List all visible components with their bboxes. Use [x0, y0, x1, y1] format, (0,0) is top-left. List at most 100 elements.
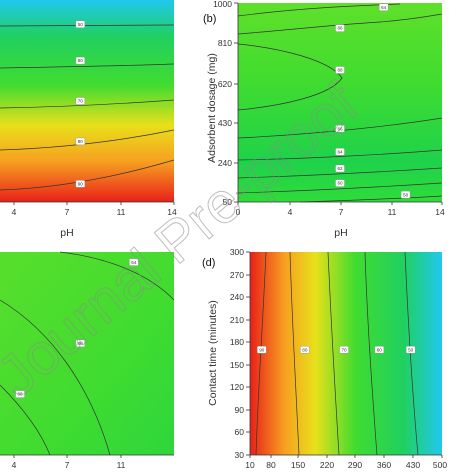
- panel-a-contour-90: [0, 159, 175, 191]
- panel-b-contour-60: [237, 182, 443, 194]
- panel-d-contour-label: 80: [300, 346, 310, 354]
- panel-d-contour-label-text: 80: [302, 347, 308, 352]
- panel-a: 50 60 70 80 90 4 7 11 14 pH: [0, 0, 177, 239]
- panel-b-x-axis: 0 4 7 11 14 pH: [236, 201, 445, 239]
- panel-d-contour-label-box: [374, 346, 385, 354]
- panel-a-contour-label-text: 60: [78, 58, 84, 63]
- panel-a-contour-label: 60: [75, 56, 86, 65]
- panel-b-contour-label-box: [335, 24, 345, 32]
- panel-b-ytick-label: 50: [223, 197, 233, 207]
- panel-b-contour-label: 62: [335, 164, 345, 173]
- panel-b-xtick-label: 14: [435, 207, 445, 217]
- panel-a-contour-label-box: [75, 56, 86, 65]
- panel-b-contour-label: 66: [335, 124, 345, 133]
- panel-c: 64 66 68 4 7 11: [0, 251, 175, 470]
- panel-b-contour-label-box: [335, 179, 345, 187]
- panel-b-contour-label-text: 66: [337, 126, 343, 131]
- panel-b-xtick-label: 11: [388, 207, 397, 217]
- panel-b-y-axis-title: Adsorbent dosage (mg): [206, 53, 218, 163]
- panel-b-contour-label-box: [335, 124, 345, 133]
- panel-a-contour-label-box: [75, 97, 86, 105]
- panel-c-contours: [0, 251, 175, 456]
- panel-a-xtick-label: 4: [12, 207, 17, 217]
- panel-b-xtick-label: 0: [236, 207, 241, 217]
- panel-a-contour-70: [0, 99, 175, 109]
- panel-b-contour-labels: 64 66 68 66 64 62 60 58: [335, 3, 411, 199]
- panel-b-contour-label-box: [379, 3, 389, 11]
- panel-b-ytick-label: 1000: [213, 0, 232, 9]
- panel-d-contour-label-text: 50: [408, 347, 414, 352]
- panel-d-xtick-label: 430: [406, 460, 420, 470]
- panel-d-xtick-label: 10: [245, 460, 255, 470]
- panel-c-contour-label-text: 64: [131, 260, 137, 265]
- panel-d-ytick-label: 60: [235, 427, 245, 437]
- panel-b-xtick-label: 4: [288, 207, 293, 217]
- panel-b-contour-66-top: [237, 13, 443, 35]
- panel-d-contour-80: [289, 251, 300, 456]
- panel-c-plot-area: [0, 252, 174, 455]
- panel-c-contour-label-text: 66: [78, 341, 84, 346]
- panel-d-plot-area: [250, 252, 442, 455]
- panel-a-contour-label: 80: [75, 137, 86, 146]
- panel-d-ytick-label: 300: [230, 247, 244, 257]
- panel-b-contour-label: 68: [335, 66, 345, 74]
- panel-d-ytick-label: 120: [230, 382, 244, 392]
- panel-a-contour-labels: 50 60 70 80 90: [75, 20, 86, 188]
- panel-d-contour-labels: 90 80 70 60 50: [257, 346, 416, 354]
- panel-c-contour-64: [59, 251, 175, 301]
- panel-d-xtick-label: 150: [291, 460, 305, 470]
- panel-b-xtick-label: 7: [339, 207, 344, 217]
- panel-d-ytick-label: 180: [230, 337, 244, 347]
- panel-c-contour-label-text: 68: [18, 392, 24, 397]
- panel-b-ytick-label: 810: [218, 38, 232, 48]
- panel-d-contour-label: 50: [405, 346, 416, 354]
- panel-d-xtick-label: 80: [266, 460, 276, 470]
- panel-b-contour-62: [237, 167, 443, 179]
- panel-c-contour-label-box: [15, 390, 25, 398]
- panel-b-contour-68: [237, 43, 343, 111]
- panel-d-ytick-label: 90: [235, 405, 245, 415]
- panel-d-y-axis: 30 60 90 120 150 180 210 240 270 300 Con…: [207, 247, 251, 460]
- panel-d-ytick-label: 150: [230, 360, 244, 370]
- panel-b-contour-label-text: 60: [337, 181, 343, 186]
- panel-c-contour-label-box: [129, 258, 139, 266]
- panel-d-y-axis-title: Contact time (minutes): [207, 300, 219, 406]
- panel-a-contour-label-box: [75, 137, 86, 146]
- panel-b-contour-label: 64: [335, 148, 345, 156]
- panel-c-x-axis: 4 7 11: [0, 454, 174, 470]
- panel-a-contour-label: 70: [75, 97, 86, 105]
- panel-a-contour-label-text: 80: [78, 139, 84, 144]
- panel-d-contours: [255, 251, 419, 456]
- panel-d-contour-90: [255, 251, 267, 456]
- panel-c-contour-66: [0, 299, 111, 456]
- panel-c-contour-label-box: [75, 339, 86, 348]
- panel-a-contour-label: 50: [75, 20, 86, 28]
- panel-d-label: (d): [202, 257, 215, 269]
- panel-a-plot-area: [0, 0, 174, 202]
- panel-a-contours: [0, 24, 175, 191]
- panel-a-xtick-label: 11: [117, 207, 126, 217]
- panel-a-contour-50: [0, 24, 175, 27]
- panel-a-contour-label-box: [75, 20, 86, 28]
- panel-d-contour-50: [404, 251, 419, 456]
- panel-b-contour-label-text: 62: [337, 166, 343, 171]
- panel-a-contour-label-text: 90: [78, 181, 84, 186]
- panel-a-contour-60: [0, 63, 175, 69]
- panel-c-contour-labels: 64 66 68: [15, 258, 139, 398]
- panel-d-contour-label: 60: [374, 346, 385, 354]
- panel-c-xtick-label: 4: [12, 460, 17, 470]
- panel-d-xtick-label: 220: [320, 460, 334, 470]
- panel-c-contour-label: 68: [15, 390, 25, 398]
- panel-b-contour-label-text: 64: [337, 149, 343, 154]
- panel-a-xtick-label: 14: [167, 207, 177, 217]
- panel-c-xtick-label: 7: [65, 460, 70, 470]
- panel-d-contour-label-box: [339, 346, 349, 354]
- panel-d-contour-60: [364, 251, 378, 456]
- panel-d-contour-label-box: [405, 346, 416, 354]
- panel-b-contour-58: [299, 195, 443, 203]
- panel-d-xtick-label: 500: [433, 460, 447, 470]
- panel-a-xtick-label: 7: [65, 207, 70, 217]
- panel-d-contour-label-box: [257, 346, 267, 354]
- panel-b-y-axis: 50 240 430 620 810 1000 Adsorbent dosage…: [206, 0, 239, 207]
